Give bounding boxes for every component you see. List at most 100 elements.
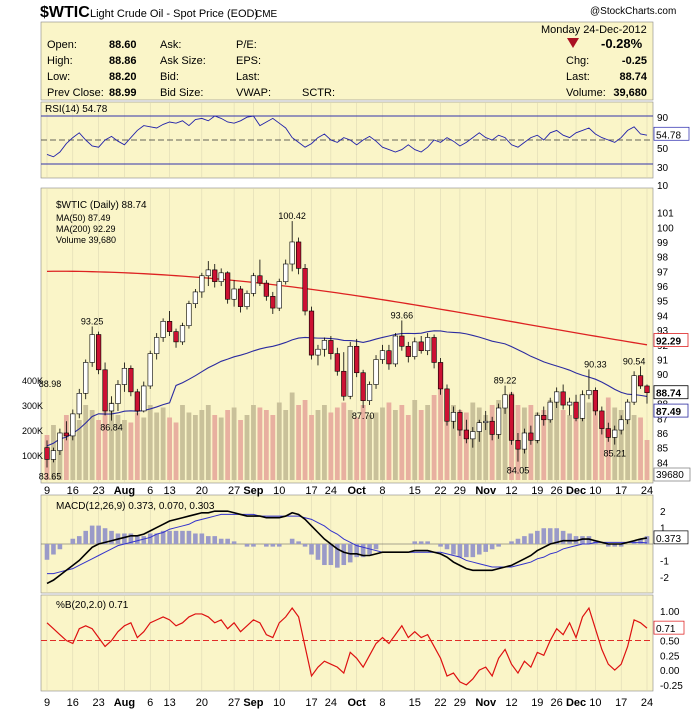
candle-body [154, 337, 160, 354]
volume-bar [154, 412, 160, 480]
macd-histogram-bar [186, 530, 192, 544]
volume-bar [425, 405, 431, 480]
volume-bar [186, 412, 192, 480]
macd-histogram-bar [212, 536, 218, 544]
candle-body [141, 385, 147, 412]
macd-histogram-bar [83, 530, 89, 544]
candle-body [308, 310, 315, 356]
macd-histogram-bar [199, 533, 205, 544]
price-y-tick: 85 [657, 444, 669, 455]
x-tick-label-bottom: 23 [92, 697, 104, 709]
volume-bar [534, 412, 540, 480]
ask-size-label: Ask Size: [160, 55, 206, 67]
x-tick-label: 20 [196, 485, 208, 497]
volume-bar [567, 415, 572, 480]
macd-histogram-bar [354, 544, 359, 558]
open-value: 88.60 [109, 39, 137, 51]
candle-body [237, 288, 244, 307]
low-value: 88.20 [109, 71, 137, 83]
price-y-tick: 91 [657, 356, 669, 367]
pctb-value-box [653, 620, 685, 635]
candle-body [463, 429, 469, 440]
candle-body [218, 272, 224, 282]
x-tick-label-bottom: 10 [273, 697, 285, 709]
volume-bar [386, 402, 392, 480]
macd-histogram-bar [244, 544, 250, 547]
volume-bar [554, 395, 560, 480]
rsi-title: RSI(14) 54.78 [45, 104, 108, 115]
candle-body [566, 401, 573, 406]
macd-histogram-bar [522, 536, 527, 544]
sctr-label: SCTR: [302, 87, 335, 99]
volume-bar [541, 410, 547, 480]
macd-histogram-bar [102, 528, 108, 544]
volume-bar [560, 410, 566, 480]
price-annotation: 86.84 [100, 423, 123, 433]
pctb-y-tick: 1.00 [660, 607, 680, 618]
volume-bar [392, 410, 398, 480]
volume-bar [225, 410, 231, 480]
price-value-label: 92.29 [656, 337, 681, 348]
volume-value: 39,680 [613, 87, 647, 99]
x-tick-label-bottom: 12 [505, 697, 517, 709]
price-annotation: 83.65 [39, 472, 62, 482]
macd-histogram-bar [128, 533, 134, 544]
candle-body [612, 429, 618, 438]
volume-bar [599, 412, 605, 480]
rsi-last-value: 54.78 [656, 130, 681, 141]
macd-value-label: 0.373 [656, 534, 681, 545]
macd-histogram-bar [276, 544, 282, 547]
bid-size-label: Bid Size: [160, 87, 203, 99]
candle-body [399, 335, 405, 347]
macd-histogram-bar [483, 544, 489, 552]
macd-y-tick: 1 [660, 524, 666, 535]
macd-histogram-bar [457, 544, 463, 558]
x-tick-label-bottom: 13 [163, 697, 175, 709]
candle-body [257, 275, 263, 284]
rsi-chart [41, 115, 653, 165]
pctb-value-label: 0.71 [656, 624, 676, 635]
candle-body [296, 241, 302, 269]
macd-histogram-bar [122, 533, 127, 544]
volume-bar [167, 417, 172, 480]
x-tick-label: Nov [475, 485, 497, 497]
macd-histogram-bar [515, 538, 521, 544]
volume-bar [160, 407, 166, 480]
x-tick-label-bottom: 22 [434, 697, 446, 709]
high-label: High: [47, 55, 73, 67]
pctb-y-tick: 0.25 [660, 651, 680, 662]
candle-body [83, 362, 89, 394]
candle-body [89, 334, 95, 363]
macd-histogram-bar [135, 536, 140, 544]
x-tick-label: 13 [163, 485, 175, 497]
volume-bar [451, 405, 456, 480]
volume-bar [276, 402, 282, 480]
macd-histogram-bar [51, 544, 56, 555]
rsi-y-tick: 50 [657, 144, 669, 155]
volume-bar [592, 410, 598, 480]
eps-label: EPS: [236, 55, 261, 67]
volume-bar [212, 415, 218, 480]
volume-value-box [653, 467, 691, 482]
candle-body [502, 394, 508, 409]
price-chart: 88.98 93.25 86.84 83.65 100.42 93.66 87.70 89.2… [39, 211, 650, 482]
rsi-y-tick: 10 [657, 181, 669, 192]
chg-label: Chg: [566, 55, 589, 67]
candle-body [231, 288, 237, 300]
volume-bar [134, 412, 140, 480]
volume-bar [354, 417, 360, 480]
candle-body [44, 447, 50, 460]
candle-body [644, 385, 650, 394]
volume-bar [173, 422, 179, 480]
volume-bar [205, 405, 211, 480]
candle-body [199, 275, 205, 293]
x-tick-label: 24 [325, 485, 337, 497]
volume-bar [644, 440, 650, 480]
macd-histogram-bar [309, 544, 314, 555]
candle-body [560, 391, 566, 406]
candle-body [166, 321, 173, 332]
candle-body [289, 241, 295, 265]
volume-bar [309, 415, 314, 480]
candle-body [115, 384, 121, 404]
candle-body [508, 394, 515, 441]
